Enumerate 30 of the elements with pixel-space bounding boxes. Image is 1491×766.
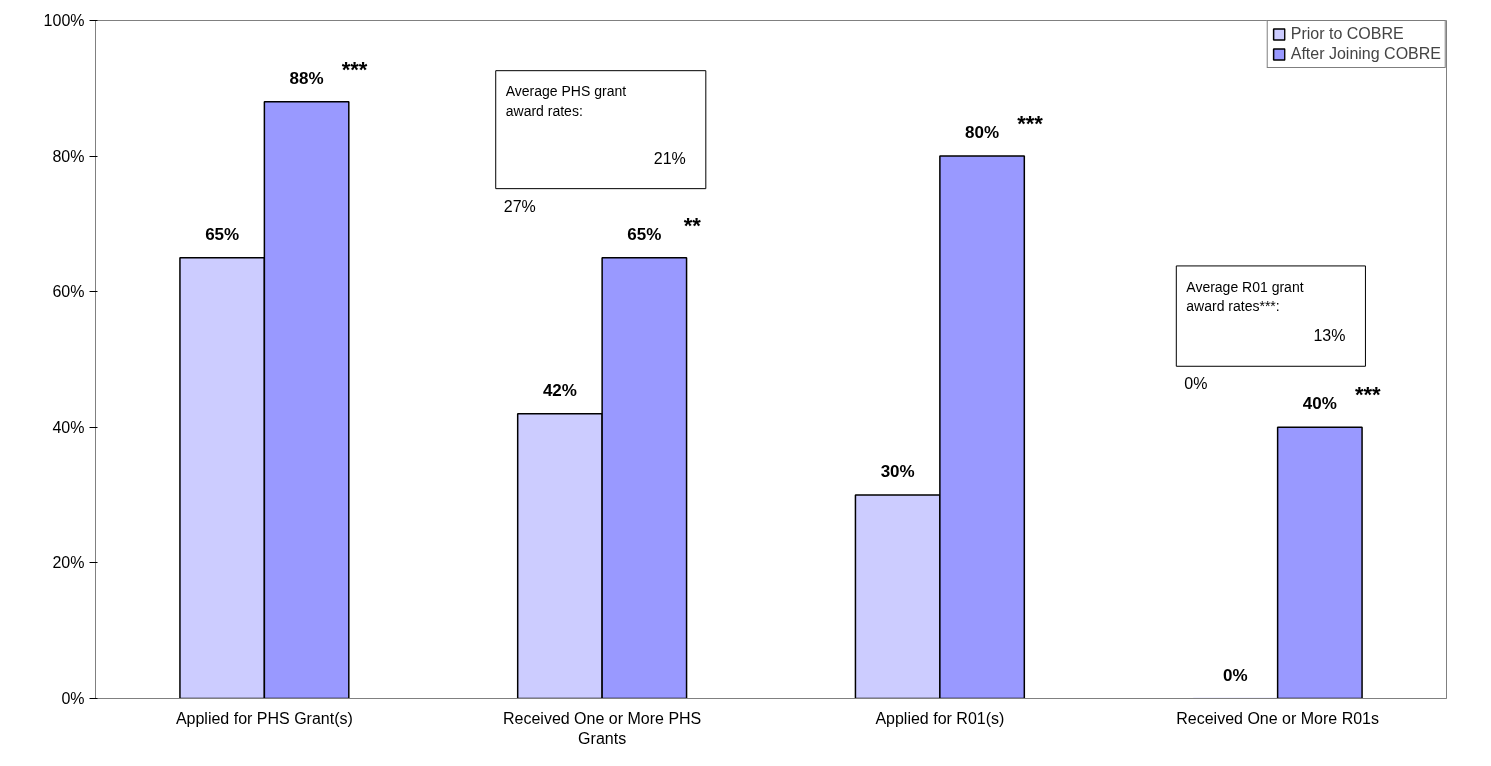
- y-tick-label: 60%: [52, 283, 85, 301]
- annotation: 21%: [653, 149, 686, 167]
- data-label: 80%: [965, 123, 1000, 143]
- data-label: 88%: [289, 68, 324, 88]
- data-label: 65%: [205, 224, 240, 244]
- annotation: ***: [1355, 382, 1382, 408]
- data-label: 42%: [542, 380, 577, 400]
- x-tick-label: Applied for R01(s): [875, 709, 1005, 727]
- annotation: 0%: [1184, 375, 1208, 393]
- annotation: Average PHS grant award rates:: [505, 83, 627, 119]
- y-tick-label: 100%: [43, 12, 85, 29]
- annotation: **: [683, 212, 702, 238]
- y-tick-label: 40%: [52, 418, 85, 436]
- x-tick-label: Applied for PHS Grant(s): [175, 709, 353, 727]
- data-label: 0%: [1223, 665, 1248, 685]
- legend-label: Prior to COBRE: [1290, 25, 1404, 43]
- data-label: 40%: [1302, 394, 1337, 414]
- annotation: Average R01 grant award rates***:: [1186, 278, 1304, 314]
- annotation: ***: [341, 56, 368, 82]
- y-tick-label: 0%: [61, 690, 85, 707]
- annotation: 27%: [503, 197, 536, 215]
- y-tick-label: 80%: [52, 147, 85, 165]
- y-tick-label: 20%: [52, 554, 85, 572]
- x-tick-label: Received One or More PHS Grants: [502, 709, 702, 747]
- legend-label: After Joining COBRE: [1290, 45, 1441, 63]
- annotation: ***: [1017, 111, 1044, 137]
- annotation: 13%: [1313, 327, 1346, 345]
- x-tick-label: Received One or More R01s: [1176, 709, 1380, 727]
- data-label: 30%: [880, 462, 915, 482]
- data-label: 65%: [627, 224, 662, 244]
